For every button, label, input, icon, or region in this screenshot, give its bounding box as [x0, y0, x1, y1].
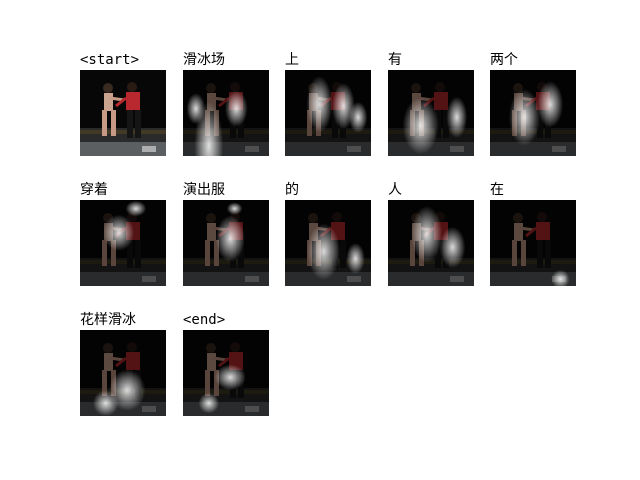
attention-map-image	[183, 330, 269, 416]
token-label: 的	[285, 180, 305, 200]
attention-map-image	[490, 70, 576, 156]
attention-blob	[508, 88, 540, 146]
token-cell: <start>	[80, 50, 166, 156]
attention-blob	[307, 223, 341, 280]
token-label: 穿着	[80, 180, 114, 200]
token-cell: 有	[388, 50, 474, 156]
attention-blob	[186, 93, 206, 125]
skating-image	[80, 70, 166, 156]
attention-blob	[348, 101, 368, 133]
attention-map-image	[285, 70, 371, 156]
attention-blob	[439, 226, 466, 268]
token-cell: <end>	[183, 310, 269, 416]
attention-blob	[103, 214, 135, 251]
attention-blob	[551, 269, 570, 286]
token-label: 演出服	[183, 180, 231, 200]
token-cell: 的	[285, 180, 371, 286]
attention-map-image	[80, 330, 166, 416]
attention-map-image	[490, 200, 576, 286]
token-cell: 演出服	[183, 180, 269, 286]
token-label: 有	[388, 50, 408, 70]
attention-blob	[125, 200, 147, 217]
token-label: <end>	[183, 310, 232, 330]
attention-blob	[215, 215, 245, 262]
token-cell: 人	[388, 180, 474, 286]
attention-map-image	[388, 200, 474, 286]
attention-blob	[346, 243, 365, 274]
token-label: 上	[285, 50, 305, 70]
attention-map-image	[80, 200, 166, 286]
token-cell: 穿着	[80, 180, 166, 286]
attention-blob	[411, 206, 443, 263]
attention-blob	[446, 96, 468, 138]
attention-blob	[109, 369, 146, 411]
attention-blob	[537, 81, 564, 128]
attention-blob	[214, 364, 246, 391]
attention-blob	[224, 90, 248, 127]
attention-blob	[198, 392, 220, 414]
attention-map-image	[183, 70, 269, 156]
attention-map-image	[388, 70, 474, 156]
attention-blob	[402, 97, 439, 155]
token-label: 两个	[490, 50, 524, 70]
token-label: 在	[490, 180, 510, 200]
attention-blob	[226, 202, 243, 215]
attention-map-image	[183, 200, 269, 286]
token-cell: 滑冰场	[183, 50, 269, 156]
attention-blob	[306, 76, 333, 133]
token-cell: 在	[490, 180, 576, 286]
token-label: 滑冰场	[183, 50, 231, 70]
token-label: <start>	[80, 50, 146, 70]
token-cell: 上	[285, 50, 371, 156]
token-cell: 花样滑冰	[80, 310, 166, 416]
token-cell: 两个	[490, 50, 576, 156]
attention-map-image	[285, 200, 371, 286]
token-label: 人	[388, 180, 408, 200]
token-label: 花样滑冰	[80, 310, 142, 330]
